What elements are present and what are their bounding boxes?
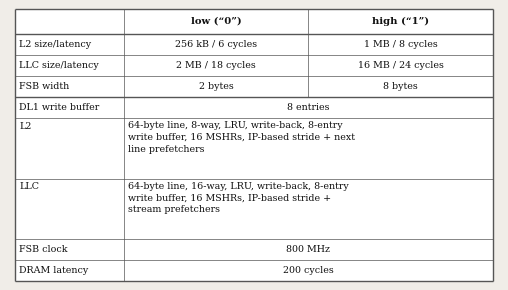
Text: high (“1”): high (“1”) — [372, 17, 429, 26]
Text: 64-byte line, 8-way, LRU, write-back, 8-entry
write buffer, 16 MSHRs, IP-based s: 64-byte line, 8-way, LRU, write-back, 8-… — [128, 121, 355, 154]
Text: low (“0”): low (“0”) — [191, 17, 242, 26]
Text: FSB clock: FSB clock — [19, 245, 68, 254]
Text: 2 MB / 18 cycles: 2 MB / 18 cycles — [176, 61, 256, 70]
Text: 200 cycles: 200 cycles — [283, 266, 334, 275]
Text: DL1 write buffer: DL1 write buffer — [19, 103, 100, 112]
Text: 16 MB / 24 cycles: 16 MB / 24 cycles — [358, 61, 443, 70]
Text: LLC: LLC — [19, 182, 39, 191]
Text: L2: L2 — [19, 122, 31, 131]
Text: 800 MHz: 800 MHz — [287, 245, 330, 254]
Text: 8 bytes: 8 bytes — [383, 82, 418, 91]
Text: 8 entries: 8 entries — [287, 103, 330, 112]
Text: FSB width: FSB width — [19, 82, 70, 91]
Text: 64-byte line, 16-way, LRU, write-back, 8-entry
write buffer, 16 MSHRs, IP-based : 64-byte line, 16-way, LRU, write-back, 8… — [128, 182, 349, 214]
Text: DRAM latency: DRAM latency — [19, 266, 88, 275]
Text: LLC size/latency: LLC size/latency — [19, 61, 99, 70]
Text: 2 bytes: 2 bytes — [199, 82, 234, 91]
Text: 1 MB / 8 cycles: 1 MB / 8 cycles — [364, 40, 437, 49]
Text: 256 kB / 6 cycles: 256 kB / 6 cycles — [175, 40, 258, 49]
Text: L2 size/latency: L2 size/latency — [19, 40, 91, 49]
